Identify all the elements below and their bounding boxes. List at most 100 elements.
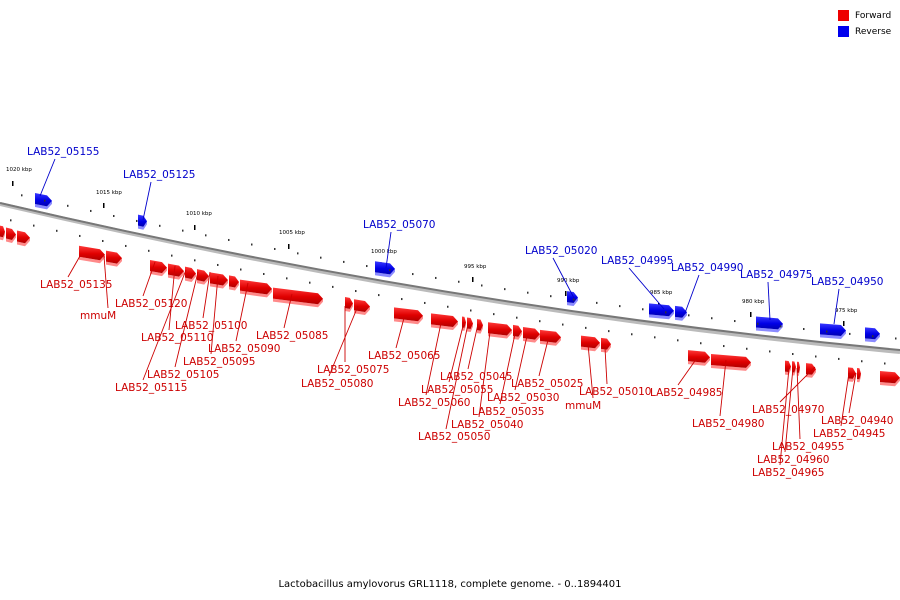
forward-gene [240,279,272,298]
forward-gene-label-leader [235,282,249,342]
gene-shadow [273,298,323,308]
track-dash [838,357,840,360]
gene-arrow [513,324,522,337]
track-dash [102,239,104,242]
track-dash [516,316,518,319]
forward-gene [601,337,611,353]
gene-shadow [797,367,800,376]
forward-gene-label-leader [840,372,850,427]
forward-gene-label-leader [478,331,491,418]
forward-gene-label: LAB52_04955 [772,441,845,453]
gene-arrow [273,287,323,305]
tick-mark-1020 [12,181,14,186]
forward-gene [79,245,105,264]
tick-mark-990 [565,291,567,296]
gene-shadow [354,306,370,315]
forward-gene [488,322,512,339]
forward-gene [345,296,353,312]
forward-gene [523,327,540,343]
forward-gene [6,227,16,243]
gene-shadow [6,234,16,243]
forward-gene [857,368,861,383]
forward-gene [513,324,522,340]
forward-gene-label-leader [425,322,442,396]
track-dash [619,305,621,308]
gene-shadow [394,315,423,325]
reverse-gene-label-leader [833,288,840,325]
gene-arrow [581,335,600,349]
track-dash [596,301,598,304]
gene-arrow [711,354,751,368]
forward-gene-label: LAB52_05100 [175,320,248,332]
track-dash [194,259,196,262]
track-dash [343,260,345,263]
tick-label-1010: 1010 kbp [186,211,212,217]
gene-arrow [649,303,674,317]
forward-gene-label: LAB52_05110 [141,332,214,344]
forward-gene-label-leader [467,323,479,370]
gene-arrow [197,269,209,282]
label-leader-lines [39,158,857,466]
track-dash [665,311,667,314]
forward-gene-label-leader [67,255,81,278]
track-dash [297,252,299,255]
forward-gene-label-leader [283,293,293,329]
gene-shadow [375,268,395,278]
forward-gene [210,272,228,289]
track-dash [182,229,184,232]
gene-arrow [688,350,710,363]
track-dash [113,214,115,217]
legend-reverse: Reverse [838,25,891,38]
reverse-gene [138,214,147,230]
reverse-gene-label-leader [385,231,392,269]
forward-gene [848,367,856,382]
forward-gene [467,317,473,333]
tick-label-980: 980 kbp [742,299,765,305]
track-dash [33,224,35,227]
forward-gene-label: LAB52_04980 [692,418,765,430]
track-dash [148,249,150,252]
track-dash [550,295,552,298]
gene-shadow [185,273,196,282]
forward-gene-label: LAB52_04940 [821,415,894,427]
forward-gene-label: LAB52_05120 [115,298,188,310]
reverse-gene-label: LAB52_05020 [525,245,598,257]
track-dash [90,209,92,212]
reverse-gene-label-leader [767,281,771,321]
track-dash [378,294,380,297]
track-dash [79,234,81,237]
track-dash [826,330,828,333]
tick-mark-1015 [103,203,105,208]
gene-shadow [210,280,228,289]
gene-arrow [229,275,239,288]
forward-gene [711,354,751,371]
forward-gene-label: LAB52_05030 [487,392,560,404]
track-dash [217,263,219,266]
forward-gene-label-leader [448,321,465,383]
gene-shadow [792,366,796,376]
forward-gene [354,299,370,315]
forward-gene-label: LAB52_04945 [813,428,886,440]
reverse-gene [865,327,880,343]
gene-shadow [865,333,880,343]
forward-gene-label-leader [142,269,187,381]
track-dash [309,281,311,284]
forward-gene [785,360,791,375]
track-dash [746,347,748,350]
track-dash [562,323,564,326]
tick-label-975: 975 kbp [835,308,858,314]
forward-gene-label: LAB52_05095 [183,356,256,368]
forward-gene-label-leader [587,343,594,399]
gene-arrow [540,329,561,343]
track-dash [470,309,472,312]
track-dash [228,238,230,241]
track-dash [757,322,759,325]
gene-shadow [806,369,816,378]
tick-label-1000: 1000 kbp [371,249,397,255]
track-dash [320,256,322,259]
forward-gene-label-leader [445,323,469,430]
gene-shadow [820,330,846,340]
gene-shadow [523,334,540,343]
tick-label-1015: 1015 kbp [96,190,122,196]
gene-arrow [394,307,423,322]
